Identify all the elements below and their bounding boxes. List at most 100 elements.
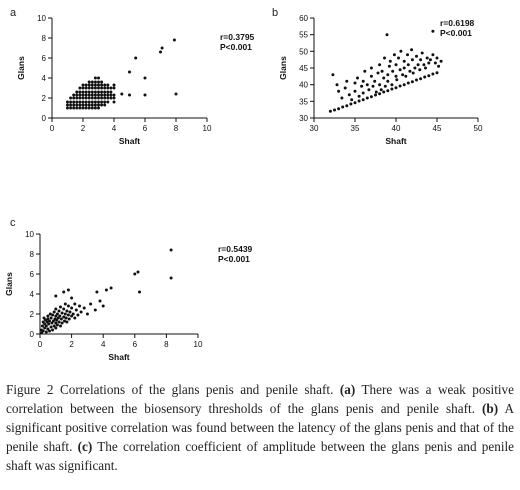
y-tick-label: 2 <box>30 310 35 319</box>
data-point <box>69 106 73 110</box>
x-tick-label: 8 <box>174 124 179 133</box>
data-point <box>398 68 402 72</box>
data-point <box>402 59 406 63</box>
data-point <box>335 83 339 87</box>
data-point <box>350 98 354 102</box>
data-point <box>40 331 44 335</box>
panel-label: b <box>272 7 278 19</box>
data-point <box>437 64 441 68</box>
data-point <box>401 73 405 77</box>
data-point <box>60 321 64 325</box>
data-point <box>411 71 415 75</box>
data-point <box>333 108 336 112</box>
data-point <box>55 318 59 322</box>
data-point <box>106 86 110 90</box>
data-point <box>433 61 437 65</box>
data-point <box>424 66 427 70</box>
data-point <box>93 93 97 97</box>
data-point <box>106 93 110 97</box>
data-point <box>81 96 85 100</box>
data-point <box>66 106 69 110</box>
data-point <box>48 312 52 316</box>
data-point <box>419 77 423 81</box>
data-point <box>84 106 88 110</box>
data-point <box>394 86 398 90</box>
data-point <box>57 309 61 313</box>
data-point <box>84 96 88 100</box>
data-point <box>84 86 88 90</box>
data-point <box>394 63 398 67</box>
data-point <box>103 103 107 107</box>
data-point <box>109 93 113 97</box>
data-point <box>78 86 82 90</box>
data-point <box>81 103 85 107</box>
data-point <box>48 319 51 323</box>
data-point <box>78 96 82 100</box>
x-tick-label: 4 <box>112 124 117 133</box>
data-point <box>382 90 386 94</box>
data-point <box>374 90 378 94</box>
data-point <box>408 69 412 73</box>
data-point <box>75 90 79 94</box>
data-point <box>371 84 375 88</box>
data-point <box>136 270 140 274</box>
p-value-text: P<0.001 <box>440 28 472 38</box>
data-point <box>93 103 97 107</box>
y-tick-label: 4 <box>42 74 47 83</box>
data-point <box>402 83 406 87</box>
data-point <box>70 306 74 310</box>
data-point <box>81 93 85 97</box>
data-point <box>90 86 94 90</box>
y-axis-title: Glans <box>16 56 26 80</box>
y-axis-title: Glans <box>278 56 288 80</box>
data-point <box>90 96 94 100</box>
data-point <box>87 83 91 87</box>
x-tick-label: 6 <box>133 340 138 349</box>
data-point <box>66 100 69 104</box>
data-point <box>78 100 82 104</box>
chart-panel-c: c 0 2 4 6 8 10 0 2 4 6 8 10 Shaft Glans r=0.5439 P<0.001 <box>0 210 260 370</box>
data-point <box>379 88 383 92</box>
x-tick-label: 4 <box>101 340 106 349</box>
y-tick-label: 45 <box>299 64 308 73</box>
data-point <box>90 90 94 94</box>
data-point <box>128 93 131 97</box>
data-point <box>340 96 344 100</box>
data-point <box>360 84 364 88</box>
data-point <box>75 93 79 97</box>
data-point <box>431 72 435 76</box>
data-point <box>169 276 173 280</box>
data-point <box>361 98 365 102</box>
data-point <box>343 86 347 90</box>
data-point <box>378 92 382 96</box>
data-point <box>97 90 100 94</box>
data-point <box>78 90 82 94</box>
data-point <box>73 316 77 320</box>
data-point <box>390 83 394 87</box>
data-point <box>84 103 88 107</box>
data-point <box>112 100 116 104</box>
data-point <box>100 93 104 97</box>
y-tick-label: 50 <box>299 47 308 56</box>
data-point <box>90 80 94 84</box>
data-point <box>103 90 107 94</box>
y-tick-label: 10 <box>37 14 46 23</box>
x-axis-title: Shaft <box>119 136 140 146</box>
caption-part-b-label: (b) <box>482 401 499 416</box>
data-point <box>95 290 99 294</box>
data-point <box>383 56 386 60</box>
data-point <box>391 69 395 73</box>
data-point <box>406 81 410 85</box>
data-point <box>160 46 164 50</box>
data-point <box>399 49 403 53</box>
data-point <box>98 299 102 303</box>
data-point <box>44 330 48 334</box>
data-point <box>134 56 138 60</box>
data-point <box>367 88 371 92</box>
data-point <box>174 92 178 96</box>
data-point <box>72 103 76 107</box>
data-point <box>390 87 394 91</box>
data-point <box>89 302 93 306</box>
data-point <box>93 83 97 87</box>
data-point <box>52 324 56 328</box>
